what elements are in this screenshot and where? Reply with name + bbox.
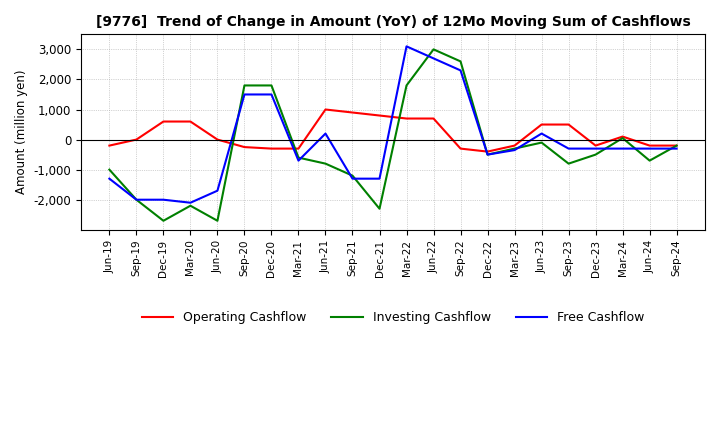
Investing Cashflow bbox=[483, 152, 492, 157]
Investing Cashflow bbox=[429, 47, 438, 52]
Investing Cashflow bbox=[537, 140, 546, 145]
Operating Cashflow bbox=[483, 149, 492, 154]
Title: [9776]  Trend of Change in Amount (YoY) of 12Mo Moving Sum of Cashflows: [9776] Trend of Change in Amount (YoY) o… bbox=[96, 15, 690, 29]
Free Cashflow bbox=[186, 200, 194, 205]
Operating Cashflow bbox=[591, 143, 600, 148]
Investing Cashflow bbox=[105, 167, 114, 172]
Investing Cashflow bbox=[510, 146, 519, 151]
Operating Cashflow bbox=[321, 107, 330, 112]
Operating Cashflow bbox=[105, 143, 114, 148]
Free Cashflow bbox=[159, 197, 168, 202]
Free Cashflow bbox=[645, 146, 654, 151]
Free Cashflow bbox=[213, 188, 222, 193]
Free Cashflow bbox=[510, 147, 519, 153]
Investing Cashflow bbox=[645, 158, 654, 163]
Operating Cashflow bbox=[375, 113, 384, 118]
Legend: Operating Cashflow, Investing Cashflow, Free Cashflow: Operating Cashflow, Investing Cashflow, … bbox=[137, 306, 649, 330]
Free Cashflow bbox=[240, 92, 249, 97]
Line: Operating Cashflow: Operating Cashflow bbox=[109, 110, 677, 152]
Operating Cashflow bbox=[267, 146, 276, 151]
Free Cashflow bbox=[375, 176, 384, 181]
Investing Cashflow bbox=[267, 83, 276, 88]
Investing Cashflow bbox=[348, 173, 357, 178]
Operating Cashflow bbox=[456, 146, 465, 151]
Operating Cashflow bbox=[159, 119, 168, 124]
Operating Cashflow bbox=[240, 144, 249, 150]
Operating Cashflow bbox=[564, 122, 573, 127]
Investing Cashflow bbox=[456, 59, 465, 64]
Free Cashflow bbox=[483, 152, 492, 157]
Line: Investing Cashflow: Investing Cashflow bbox=[109, 49, 677, 221]
Y-axis label: Amount (million yen): Amount (million yen) bbox=[15, 70, 28, 194]
Free Cashflow bbox=[618, 146, 627, 151]
Free Cashflow bbox=[348, 176, 357, 181]
Operating Cashflow bbox=[537, 122, 546, 127]
Investing Cashflow bbox=[672, 143, 681, 148]
Free Cashflow bbox=[294, 158, 303, 163]
Investing Cashflow bbox=[132, 197, 140, 202]
Investing Cashflow bbox=[618, 136, 627, 141]
Operating Cashflow bbox=[645, 143, 654, 148]
Operating Cashflow bbox=[618, 134, 627, 139]
Line: Free Cashflow: Free Cashflow bbox=[109, 46, 677, 203]
Operating Cashflow bbox=[132, 137, 140, 142]
Operating Cashflow bbox=[429, 116, 438, 121]
Investing Cashflow bbox=[375, 206, 384, 211]
Investing Cashflow bbox=[240, 83, 249, 88]
Free Cashflow bbox=[321, 131, 330, 136]
Operating Cashflow bbox=[186, 119, 194, 124]
Investing Cashflow bbox=[402, 83, 411, 88]
Operating Cashflow bbox=[510, 143, 519, 148]
Investing Cashflow bbox=[159, 218, 168, 224]
Operating Cashflow bbox=[348, 110, 357, 115]
Investing Cashflow bbox=[321, 161, 330, 166]
Free Cashflow bbox=[537, 131, 546, 136]
Operating Cashflow bbox=[672, 143, 681, 148]
Free Cashflow bbox=[456, 68, 465, 73]
Free Cashflow bbox=[672, 146, 681, 151]
Investing Cashflow bbox=[591, 152, 600, 157]
Operating Cashflow bbox=[213, 137, 222, 142]
Operating Cashflow bbox=[402, 116, 411, 121]
Free Cashflow bbox=[402, 44, 411, 49]
Free Cashflow bbox=[105, 176, 114, 181]
Free Cashflow bbox=[267, 92, 276, 97]
Free Cashflow bbox=[429, 56, 438, 61]
Operating Cashflow bbox=[294, 146, 303, 151]
Free Cashflow bbox=[132, 197, 140, 202]
Investing Cashflow bbox=[564, 161, 573, 166]
Investing Cashflow bbox=[213, 218, 222, 224]
Free Cashflow bbox=[591, 146, 600, 151]
Investing Cashflow bbox=[294, 155, 303, 160]
Investing Cashflow bbox=[186, 203, 194, 209]
Free Cashflow bbox=[564, 146, 573, 151]
